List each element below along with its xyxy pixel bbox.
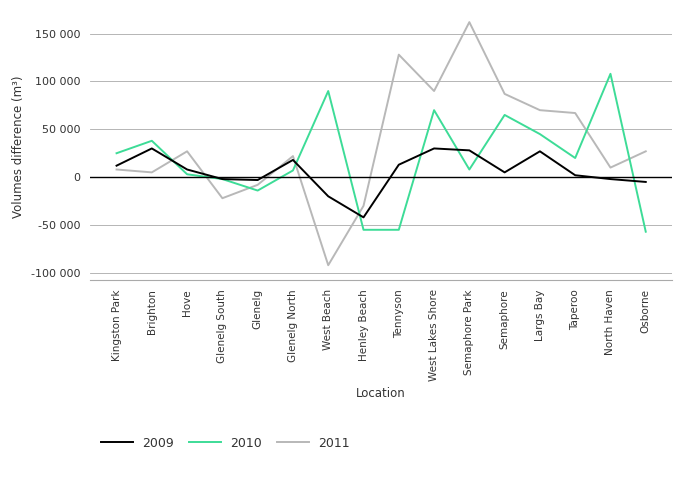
2010 [536, 131, 544, 137]
2011 [254, 182, 262, 187]
2009 [360, 214, 368, 220]
2010 [642, 229, 650, 235]
2011 [500, 91, 509, 97]
2011 [394, 52, 403, 57]
2009 [218, 176, 227, 182]
2009 [571, 173, 579, 178]
2010 [606, 71, 615, 77]
2011 [465, 19, 473, 25]
2010 [112, 150, 121, 156]
2009 [500, 170, 509, 175]
2009 [324, 193, 333, 199]
2010 [430, 107, 438, 113]
2011 [112, 167, 121, 173]
2011 [606, 165, 615, 171]
2009 [465, 147, 473, 153]
2009 [430, 146, 438, 151]
2011 [289, 153, 297, 159]
2010 [254, 187, 262, 193]
2010 [183, 172, 191, 177]
2010 [148, 138, 156, 144]
2009 [148, 146, 156, 151]
Line: 2010: 2010 [116, 74, 646, 232]
2009 [642, 179, 650, 185]
2009 [536, 148, 544, 154]
2011 [642, 148, 650, 154]
2011 [571, 110, 579, 116]
X-axis label: Location: Location [356, 387, 406, 400]
2009 [254, 177, 262, 183]
2009 [289, 157, 297, 163]
2010 [465, 167, 473, 173]
2010 [571, 155, 579, 161]
2011 [360, 203, 368, 209]
2009 [394, 162, 403, 168]
2009 [183, 167, 191, 173]
2011 [218, 195, 227, 201]
Y-axis label: Volumes difference (m³): Volumes difference (m³) [12, 76, 26, 218]
2011 [148, 170, 156, 175]
2010 [394, 227, 403, 233]
2010 [289, 168, 297, 174]
2010 [360, 227, 368, 233]
Legend: 2009, 2010, 2011: 2009, 2010, 2011 [96, 431, 356, 455]
2009 [606, 176, 615, 182]
2011 [183, 148, 191, 154]
2010 [218, 176, 227, 182]
2011 [324, 262, 333, 268]
2011 [536, 107, 544, 113]
Line: 2011: 2011 [116, 22, 646, 265]
Line: 2009: 2009 [116, 148, 646, 217]
2009 [112, 163, 121, 169]
2010 [500, 112, 509, 118]
2011 [430, 88, 438, 94]
2010 [324, 88, 333, 94]
